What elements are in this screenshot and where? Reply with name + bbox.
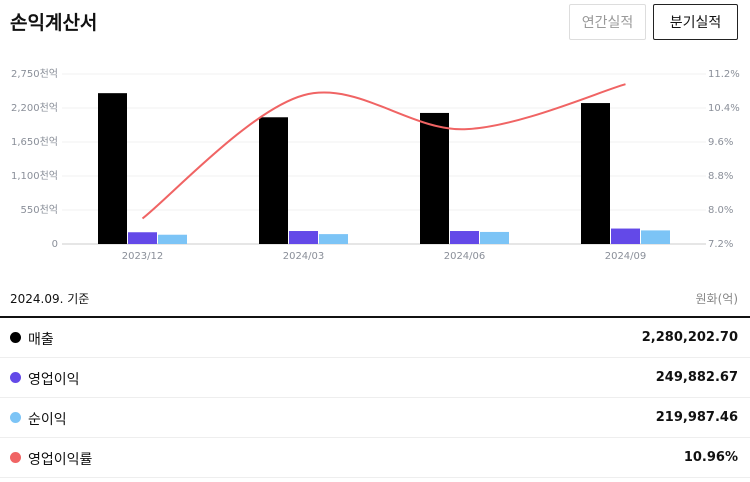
summary-table: 매출 2,280,202.70 영업이익 249,882.67 순이익 219,987.4… [0,316,750,478]
y2-tick-label: 9.6% [708,137,733,148]
unit: 원화(억) [695,292,738,306]
chart: 0 550천억 1,100천억 1,650천억 2,200천억 2,750천억 7.2% 8.… [11,68,740,262]
legend-dot [10,332,21,343]
bar [259,117,288,244]
y-tick-label: 1,100천억 [11,170,58,182]
y2-tick-label: 8.8% [708,171,733,182]
y-tick-label: 1,650천억 [11,136,58,148]
table-row: 영업이익 249,882.67 [0,358,750,398]
bar [158,234,187,244]
y-tick-label: 2,200천억 [11,102,58,114]
line [141,83,626,220]
row-label: 영업이익률 [28,452,93,468]
x-tick-label: 2024/09 [605,251,647,262]
x-tick-label: 2023/12 [122,251,164,262]
bar [450,231,479,244]
bar [480,231,509,244]
table-row: 매출 2,280,202.70 [0,318,750,358]
bar [641,230,670,244]
row-label: 매출 [28,332,54,348]
x-tick-label: 2024/03 [283,251,325,262]
bar [319,234,348,244]
bar [611,228,640,244]
row-value: 10.96% [683,450,738,465]
caption: 2024.09. 기준 [10,292,90,306]
table-row: 순이익 219,987.46 [0,398,750,438]
table-row: 영업이익률 10.96% [0,438,750,478]
tab[interactable]: 분기실적 [653,4,738,40]
y2-tick-label: 7.2% [708,239,733,250]
y2-tick-label: 10.4% [708,103,740,114]
row-value: 219,987.46 [655,410,738,425]
y-tick-label: 550천억 [21,204,59,216]
row-value: 2,280,202.70 [641,330,738,345]
page-title: 손익계산서 [10,12,98,34]
bar [420,112,449,244]
legend-dot [10,452,21,463]
row-label: 영업이익 [28,372,80,388]
row-value: 249,882.67 [655,370,738,385]
legend-dot [10,372,21,383]
bar [98,93,127,244]
bar [289,231,318,244]
bar [128,232,157,244]
row-label: 순이익 [28,412,67,428]
y-tick-label: 0 [52,239,58,250]
x-tick-label: 2024/06 [444,251,486,262]
y2-tick-label: 11.2% [708,69,740,80]
legend-dot [10,412,21,423]
bar [581,103,610,244]
tab[interactable]: 연간실적 [569,4,646,40]
y2-tick-label: 8.0% [708,205,733,216]
y-tick-label: 2,750천억 [11,68,58,80]
